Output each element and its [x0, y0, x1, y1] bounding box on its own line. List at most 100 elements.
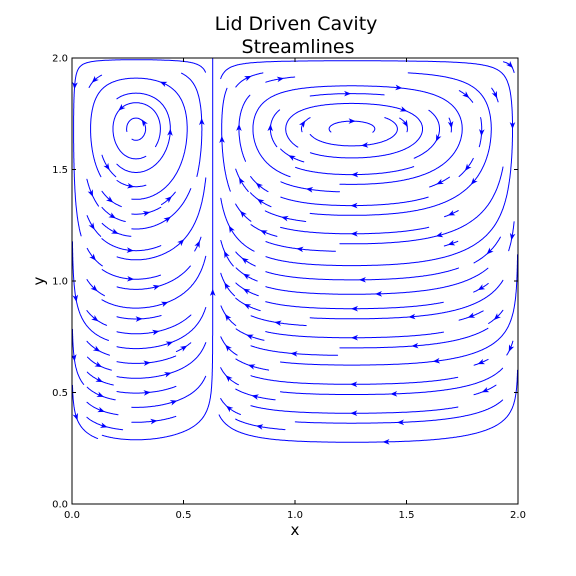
streamline-arrow — [509, 122, 516, 130]
streamline-arrow — [350, 230, 358, 237]
streamline-arrow — [242, 288, 251, 295]
y-tick-label: 0.5 — [52, 388, 68, 399]
streamline-arrow — [350, 202, 358, 209]
streamline-arrow — [296, 246, 304, 253]
streamline-arrow — [91, 75, 99, 83]
streamline-arrow — [395, 84, 403, 91]
streamline-arrow — [241, 257, 249, 265]
chart-title-line-1: Lid Driven Cavity — [215, 13, 378, 35]
streamline-arrow — [219, 135, 225, 144]
streamline-arrow — [167, 128, 173, 136]
streamline-arrow — [164, 196, 172, 204]
streamline-arrow — [91, 314, 99, 322]
streamline-arrow — [90, 284, 98, 292]
streamline-arrow — [103, 162, 110, 171]
streamline-arrow — [257, 198, 265, 206]
y-tick-label: 0.0 — [52, 500, 68, 511]
streamline-arrow — [246, 334, 254, 340]
streamline-arrow — [508, 344, 515, 352]
streamline-arrow — [224, 313, 232, 322]
x-tick-label: 0.5 — [176, 510, 192, 521]
streamline-arrow — [290, 351, 298, 357]
streamline-arrow — [255, 424, 264, 430]
streamline-arrow — [299, 120, 306, 128]
streamline-arrow — [142, 210, 151, 217]
streamline-arrow — [436, 178, 444, 185]
streamline-arrow — [447, 240, 456, 246]
streamline-arrow — [486, 247, 494, 255]
streamline-arrow — [481, 386, 490, 393]
streamline-arrow — [493, 313, 501, 320]
streamlines-group — [72, 58, 518, 445]
streamline-arrow — [177, 239, 185, 247]
streamline-arrow — [127, 275, 135, 282]
streamline-arrow — [228, 225, 235, 234]
streamline-arrow — [467, 312, 476, 318]
streamline-arrow — [251, 394, 259, 400]
streamline-arrow — [96, 391, 104, 397]
streamline-arrow — [179, 345, 188, 352]
streamline-arrow — [435, 134, 442, 142]
streamline-arrow — [401, 119, 408, 128]
streamline-arrow — [247, 364, 256, 370]
streamline-arrow — [274, 320, 282, 327]
streamline-arrow — [225, 344, 232, 352]
streamline-arrow — [224, 282, 231, 290]
streamline-arrow — [397, 419, 405, 426]
streamline-arrow — [141, 119, 148, 127]
streamline-arrow — [281, 215, 289, 222]
streamline-arrow — [447, 210, 456, 216]
streamline-arrow — [89, 253, 96, 261]
streamline-arrow — [226, 405, 234, 413]
streamline-arrow — [159, 81, 168, 88]
streamline-arrow — [164, 372, 172, 378]
streamline-arrow — [435, 231, 444, 238]
streamline-arrow — [169, 400, 178, 406]
y-axis-label: y — [30, 276, 48, 285]
streamline-arrow — [244, 75, 252, 82]
streamline-arrow — [432, 357, 441, 364]
streamline-arrow — [243, 273, 251, 280]
streamline-arrow — [267, 124, 274, 132]
streamline-arrow — [509, 232, 516, 241]
x-tick-label: 1.5 — [399, 510, 415, 521]
x-axis: 0.0 0.5 1.0 1.5 2.0 — [64, 58, 526, 521]
streamline-arrow — [88, 222, 95, 230]
streamline-arrow — [239, 177, 245, 185]
streamline-arrow — [462, 91, 470, 98]
streamline-arrow — [243, 303, 252, 310]
streamline-arrow — [506, 60, 514, 68]
streamline-arrow — [382, 439, 390, 445]
streamline-arrow — [408, 313, 416, 320]
plot-background — [72, 58, 518, 504]
streamline-arrow — [305, 187, 314, 193]
streamline-arrow — [108, 212, 116, 219]
streamline-arrow — [199, 118, 205, 126]
streamline-arrow — [94, 361, 103, 368]
streamline-arrow — [477, 358, 486, 365]
y-tick-label: 1.0 — [52, 277, 68, 288]
streamline-arrow — [111, 228, 119, 234]
streamline-arrow — [447, 121, 454, 129]
streamline-arrow — [344, 90, 352, 97]
streamline-arrow — [276, 76, 285, 83]
streamline-arrow — [72, 294, 79, 302]
streamline-arrow — [390, 390, 398, 397]
streamline-arrow — [350, 410, 358, 416]
streamline-arrow — [150, 418, 158, 425]
streamline-arrow — [126, 247, 134, 253]
streamline-arrow — [479, 129, 485, 137]
streamline-arrow — [288, 155, 296, 162]
streamline-arrow — [375, 290, 383, 297]
x-tick-label: 2.0 — [510, 510, 526, 521]
streamline-arrow — [470, 177, 478, 185]
y-tick-label: 1.5 — [52, 165, 68, 176]
streamline-arrow — [361, 142, 369, 148]
streamline-arrow — [348, 118, 356, 124]
streamline-arrow — [399, 106, 408, 112]
streamline-arrow — [143, 360, 151, 367]
streamline-arrow — [350, 381, 358, 388]
x-tick-label: 0.0 — [64, 510, 80, 521]
streamline-arrow — [225, 375, 233, 383]
streamline-arrow — [72, 81, 78, 90]
